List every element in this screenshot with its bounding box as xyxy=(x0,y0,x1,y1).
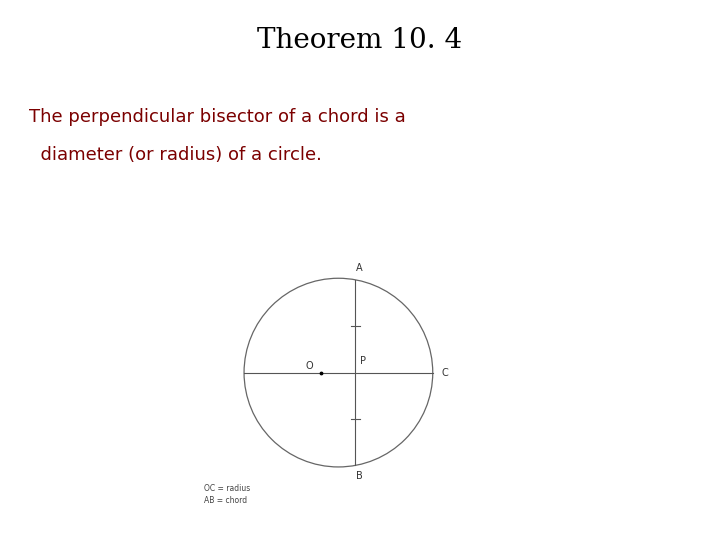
Text: B: B xyxy=(356,471,363,481)
Text: P: P xyxy=(360,356,366,366)
Text: Theorem 10. 4: Theorem 10. 4 xyxy=(258,27,462,54)
Text: A: A xyxy=(356,263,362,273)
Text: O: O xyxy=(305,361,313,371)
Text: diameter (or radius) of a circle.: diameter (or radius) of a circle. xyxy=(29,146,322,164)
Text: OC = radius
AB = chord: OC = radius AB = chord xyxy=(204,484,251,505)
Text: C: C xyxy=(441,368,448,377)
Text: The perpendicular bisector of a chord is a: The perpendicular bisector of a chord is… xyxy=(29,108,405,126)
